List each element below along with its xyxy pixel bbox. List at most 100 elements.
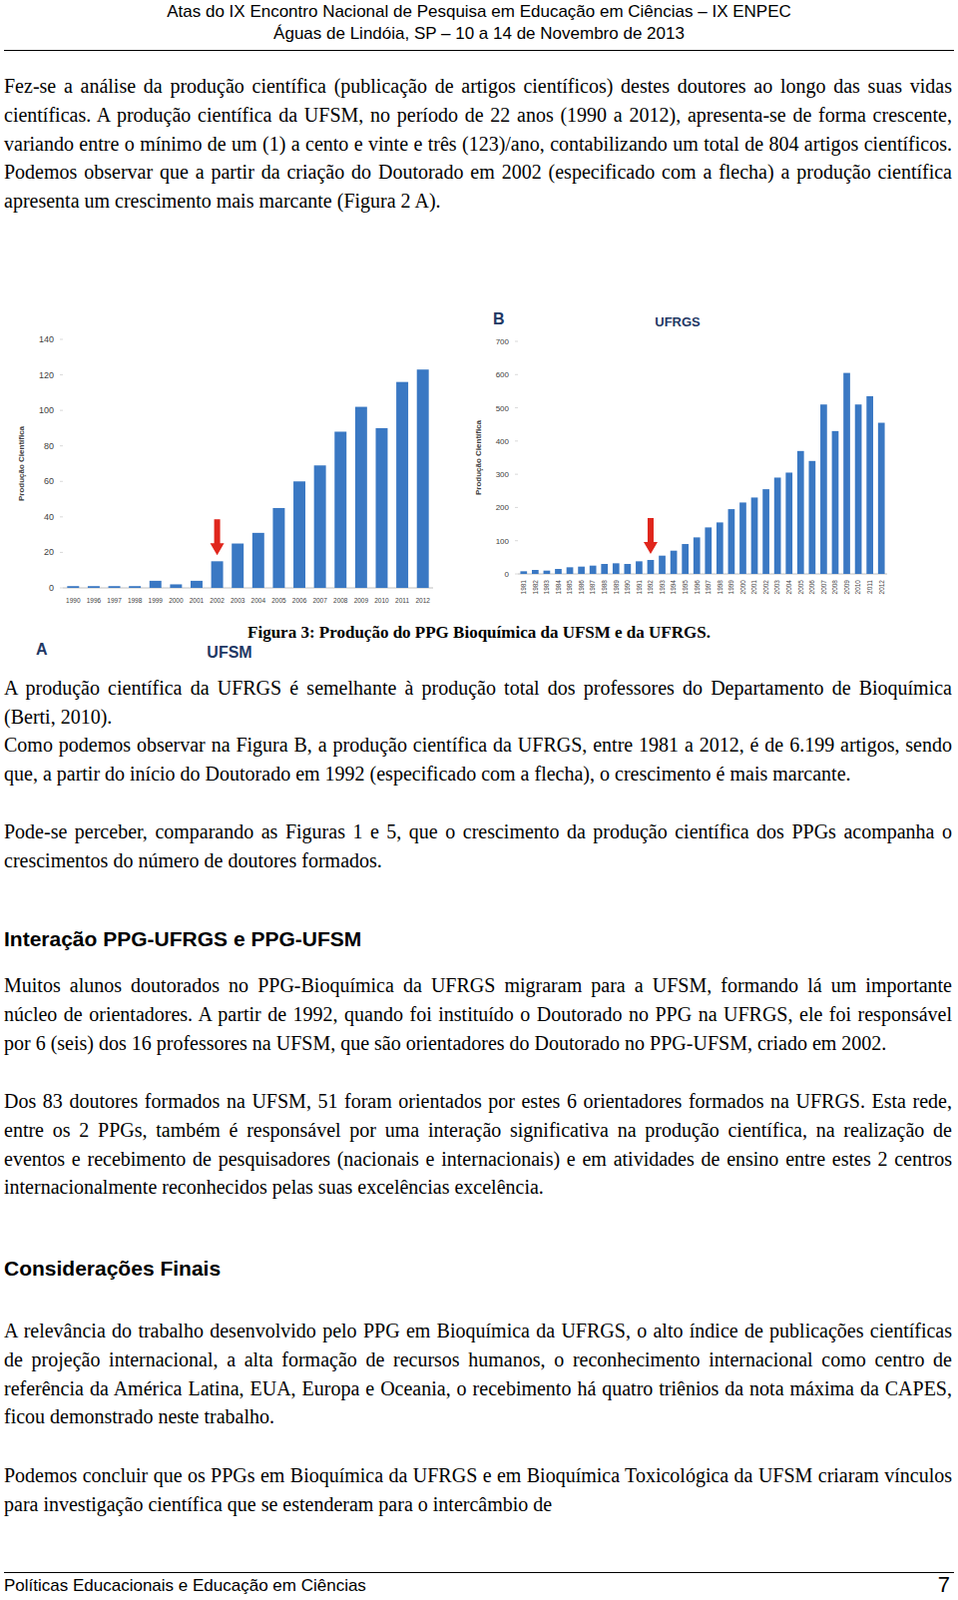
bar xyxy=(554,568,562,574)
bar xyxy=(658,555,666,574)
y-tick-label: 600 xyxy=(495,370,510,380)
x-tick-label: 2003 xyxy=(773,579,781,595)
y-tick-label: 700 xyxy=(495,337,510,347)
footer-rule xyxy=(3,1571,955,1573)
y-tick xyxy=(514,374,518,376)
x-tick-label: 2004 xyxy=(785,579,793,595)
y-axis-label: Produção Científica xyxy=(16,425,26,501)
bar xyxy=(355,407,368,588)
x-tick-label: 2000 xyxy=(739,579,747,595)
y-tick xyxy=(59,515,63,517)
bar xyxy=(878,423,886,574)
bars xyxy=(66,369,429,588)
bar xyxy=(334,431,347,588)
paragraph: Podemos concluir que os PPGs em Bioquími… xyxy=(3,1460,953,1519)
bar xyxy=(797,451,805,574)
x-tick-label: 1990 xyxy=(623,579,631,595)
y-tick xyxy=(59,587,63,589)
bar xyxy=(566,566,574,574)
bar xyxy=(866,396,874,574)
x-tick-label: 1982 xyxy=(531,579,539,595)
bar xyxy=(531,569,539,574)
x-tick-label: 2002 xyxy=(209,596,225,604)
x-tick-label: 1999 xyxy=(727,579,735,595)
y-tick-label: 40 xyxy=(43,511,54,522)
bar xyxy=(375,428,388,588)
x-tick-label: 1991 xyxy=(635,579,643,595)
bar xyxy=(820,404,828,574)
bar xyxy=(314,465,327,588)
bar xyxy=(66,585,79,588)
x-tick-label: 1986 xyxy=(577,579,585,595)
y-tick-label: 200 xyxy=(495,502,510,512)
bar xyxy=(681,543,689,574)
footer-text: Políticas Educacionais e Educação em Ciê… xyxy=(3,1575,367,1596)
paragraph: A produção científica da UFRGS é semelha… xyxy=(3,673,953,732)
x-tick-label: 2001 xyxy=(189,596,205,604)
bar xyxy=(519,570,527,574)
x-tick-label: 2001 xyxy=(750,579,758,595)
x-tick-label: 2005 xyxy=(271,596,287,604)
bar xyxy=(293,480,306,588)
x-tick-label: 2012 xyxy=(415,596,431,604)
x-tick-label: 1999 xyxy=(148,596,164,604)
bar xyxy=(739,501,747,574)
y-tick xyxy=(59,480,63,482)
panel-label: B xyxy=(492,310,505,328)
y-tick-label: 400 xyxy=(495,437,510,447)
bar xyxy=(87,585,100,588)
y-tick-label: 100 xyxy=(495,536,510,546)
bar xyxy=(728,508,736,574)
x-tick-label: 2010 xyxy=(854,579,862,595)
bar xyxy=(252,532,265,588)
bar xyxy=(808,461,816,574)
x-tick-label: 2007 xyxy=(312,596,328,604)
bars xyxy=(519,373,885,574)
y-tick xyxy=(514,440,518,442)
bar xyxy=(169,583,182,588)
bar xyxy=(785,472,793,574)
bar xyxy=(843,373,851,574)
x-tick-label: 2004 xyxy=(251,596,267,604)
bar xyxy=(623,563,631,574)
y-tick-label: 60 xyxy=(43,476,54,486)
bar xyxy=(832,431,840,574)
page-number: 7 xyxy=(938,1571,951,1598)
x-tick-label: 1988 xyxy=(600,579,608,595)
x-tick-label: 1997 xyxy=(704,579,712,595)
bar xyxy=(149,580,162,588)
chart-title: UFSM xyxy=(206,643,252,661)
bar xyxy=(231,543,244,588)
bar xyxy=(211,560,224,588)
x-tick-label: 2006 xyxy=(808,579,816,595)
y-tick xyxy=(514,474,518,476)
bar xyxy=(589,565,597,574)
y-tick xyxy=(514,506,518,508)
bar xyxy=(600,563,608,574)
x-tick-label: 2008 xyxy=(333,596,349,604)
section-heading: Interação PPG-UFRGS e PPG-UFSM xyxy=(3,927,953,952)
arrow xyxy=(210,518,225,555)
x-tick-label: 1985 xyxy=(565,579,573,595)
bar xyxy=(762,488,770,574)
y-axis-label: Produção Científica xyxy=(474,419,483,495)
y-tick xyxy=(514,407,518,409)
paragraph: Como podemos observar na Figura B, a pro… xyxy=(3,730,953,789)
bar xyxy=(647,559,655,574)
header-subtitle: Águas de Lindóia, SP – 10 a 14 de Novemb… xyxy=(0,23,958,44)
figure: 0204060801001201401990199619971998199920… xyxy=(0,0,958,1600)
x-tick-label: 2010 xyxy=(374,596,390,604)
x-tick-label: 2011 xyxy=(395,596,410,604)
y-tick xyxy=(514,539,518,541)
x-tick-label: 1996 xyxy=(86,596,102,604)
x-tick-label: 1990 xyxy=(65,596,81,604)
bar xyxy=(417,369,430,588)
x-tick-label: 2008 xyxy=(831,579,839,595)
paragraph: Pode-se perceber, comparando as Figuras … xyxy=(3,817,953,876)
paragraph: Dos 83 doutores formados na UFSM, 51 for… xyxy=(3,1086,953,1202)
x-tick-label: 2003 xyxy=(230,596,246,604)
x-tick-label: 2000 xyxy=(168,596,184,604)
y-tick xyxy=(59,339,63,341)
header-rule xyxy=(3,49,955,51)
bar xyxy=(670,550,678,574)
